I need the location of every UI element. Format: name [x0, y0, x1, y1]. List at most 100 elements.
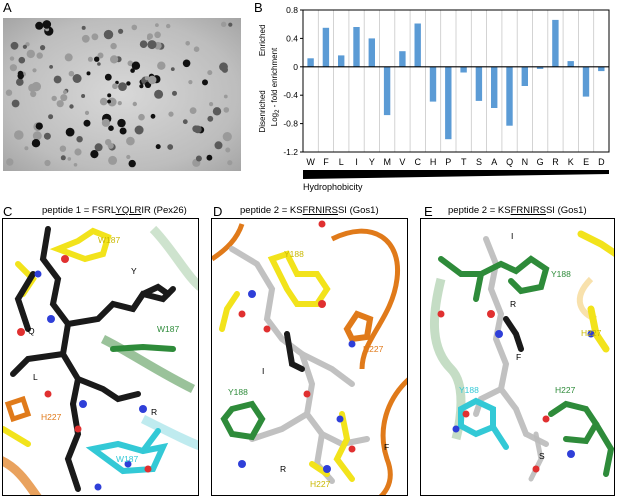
array-spot — [97, 52, 104, 59]
array-spot — [166, 23, 171, 29]
array-spot — [81, 34, 90, 43]
caption-c-suffix: IR (Pex26) — [141, 205, 187, 216]
label-e-f: F — [516, 352, 522, 362]
x-tick-label: C — [415, 157, 422, 167]
panel-c-letter: C — [3, 204, 13, 219]
label-e-s: S — [539, 451, 545, 461]
array-spot — [107, 93, 112, 98]
array-spot — [31, 139, 41, 148]
array-spot — [9, 64, 17, 72]
array-spot — [223, 94, 228, 99]
array-spot — [94, 56, 100, 62]
bar-T — [460, 66, 467, 73]
array-spot — [126, 81, 131, 86]
array-spot — [228, 22, 233, 27]
array-spot — [112, 83, 118, 90]
x-tick-label: L — [339, 157, 344, 167]
array-spot — [104, 73, 112, 81]
x-tick-label: I — [355, 157, 358, 167]
array-spot — [83, 119, 91, 127]
array-spot — [170, 67, 175, 71]
panel-a-letter: A — [3, 0, 12, 15]
bar-M — [383, 66, 391, 116]
panel-c-structure: W187 Y Q W187 L R H227 W187 — [2, 218, 199, 496]
array-spot — [42, 20, 52, 29]
array-spot — [40, 45, 46, 51]
x-tick-label: S — [476, 157, 482, 167]
x-tick-label: Q — [506, 157, 513, 167]
bar-Y — [368, 38, 375, 67]
array-spot — [182, 119, 188, 125]
panel-e-structure: I Y188 R H227 F Y188 H227 S — [420, 218, 615, 496]
array-spot — [26, 49, 35, 59]
caption-c-prefix: peptide 1 = FSRL — [42, 205, 116, 216]
array-spot — [14, 130, 24, 140]
array-spot — [48, 114, 54, 120]
array-spot — [188, 80, 193, 85]
array-spot — [150, 113, 156, 119]
array-spot — [87, 56, 93, 62]
array-spot — [65, 127, 75, 137]
array-spot — [206, 154, 213, 161]
x-tick-label: H — [430, 157, 437, 167]
array-spot — [32, 131, 42, 141]
array-spot — [43, 132, 51, 140]
array-spot — [49, 65, 53, 69]
array-spot — [17, 70, 24, 77]
array-spot — [30, 90, 37, 98]
label-e-i: I — [511, 231, 514, 241]
array-spot — [91, 33, 99, 41]
array-spot — [115, 80, 119, 85]
label-d-y188-green: Y188 — [228, 387, 248, 397]
array-spot — [139, 84, 144, 89]
array-spot — [189, 107, 197, 114]
array-spot — [60, 155, 66, 161]
bar-E — [582, 66, 590, 97]
array-spot — [185, 41, 190, 46]
array-spot — [131, 24, 138, 31]
y-axis-label: Log2 - fold enrichment — [270, 47, 281, 126]
label-e-y188-cyan: Y188 — [459, 385, 479, 395]
array-spot — [225, 147, 231, 153]
array-spot — [18, 56, 26, 64]
array-spot — [128, 159, 136, 168]
array-spot — [130, 68, 135, 73]
x-tick-label: G — [537, 157, 544, 167]
enrichment-bar-chart: W F L I Y M V C H P T S A Q N G R K E D 0.8 0.4 0 -0.4 -0.8 -1.2 L… — [258, 5, 610, 192]
caption-e-prefix: peptide 2 = KS — [448, 205, 511, 216]
bar-D — [598, 66, 605, 72]
array-spot — [212, 107, 222, 116]
array-spot — [154, 31, 161, 39]
label-e-y188-green: Y188 — [551, 269, 571, 279]
array-spot — [9, 56, 15, 61]
array-spot — [195, 155, 202, 162]
array-spot — [51, 95, 57, 102]
label-d-f: F — [384, 442, 390, 452]
x-tick-label: P — [445, 157, 451, 167]
label-c-r: R — [151, 407, 158, 417]
array-spot — [15, 78, 24, 86]
bar-F — [322, 27, 330, 67]
array-spot — [146, 35, 152, 41]
array-spot — [168, 111, 174, 117]
array-spot — [108, 125, 114, 131]
panel-e-letter: E — [424, 204, 433, 219]
label-e-h227-green: H227 — [555, 385, 576, 395]
array-spot — [90, 150, 99, 159]
array-spot — [107, 142, 114, 149]
array-spot — [64, 53, 73, 62]
panel-e-caption: peptide 2 = KSFRNIRSSI (Gos1) — [448, 205, 587, 216]
array-spot — [35, 122, 43, 130]
y-tick-label: -0.4 — [283, 90, 298, 100]
x-tick-label: E — [583, 157, 589, 167]
array-spot — [207, 70, 213, 76]
array-spot — [147, 40, 157, 50]
array-spot — [84, 110, 90, 115]
y-tick-label: 0.8 — [286, 5, 298, 15]
array-spot — [28, 83, 37, 92]
array-spot — [139, 40, 148, 48]
structure-d-render — [212, 220, 407, 495]
array-spot — [44, 159, 51, 167]
disenriched-label: Disenriched — [258, 90, 267, 132]
array-spot — [127, 60, 134, 67]
